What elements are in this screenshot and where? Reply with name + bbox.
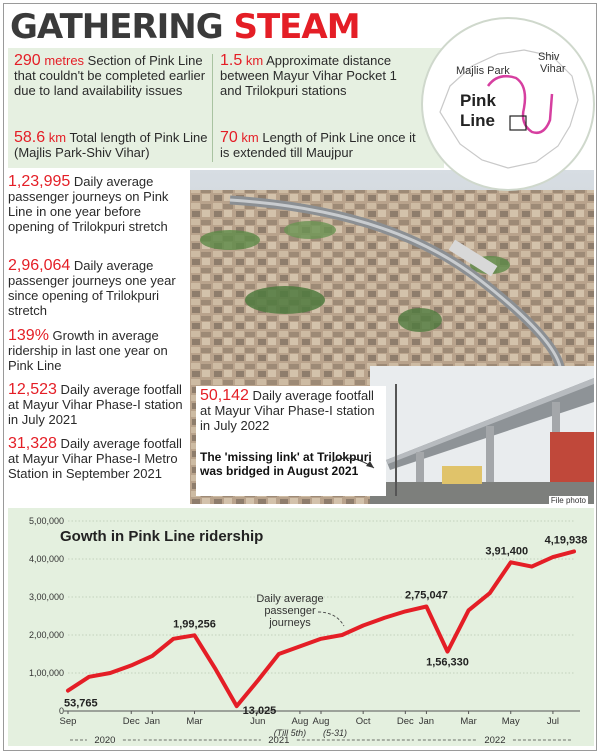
x-tick-label: Mar (460, 716, 476, 727)
fact-58-6km: 58.6 km Total length of Pink Line (Majli… (14, 129, 208, 161)
pink-line-map: Majlis Park Shiv Vihar Pink Line (420, 16, 596, 192)
year-label: 2022 (484, 735, 505, 746)
data-label: 2,75,047 (405, 589, 448, 601)
fact-1-5km: 1.5 km Approximate distance between Mayu… (220, 52, 397, 99)
headline-word-1: GATHERING (10, 7, 224, 47)
y-tick-label: 4,00,000 (29, 554, 64, 564)
x-tick-label: Mar (186, 716, 202, 727)
y-tick-label: 3,00,000 (29, 592, 64, 602)
annotation-pointer (317, 611, 345, 627)
data-label: 1,56,330 (426, 657, 469, 669)
photo-credit: File photo (548, 496, 588, 505)
ridership-line (66, 549, 576, 709)
x-tick-label: Jan (145, 716, 160, 727)
x-tick-label: Dec (397, 716, 414, 727)
x-tick-label: Jul (547, 716, 559, 727)
fact-31328: 31,328 Daily average footfall at Mayur V… (8, 435, 182, 482)
fact-123995: 1,23,995 Daily average passenger journey… (8, 173, 169, 235)
headline-word-2: STEAM (233, 7, 361, 47)
chart-annotation-line: journeys (268, 617, 311, 629)
fact-50142: 50,142 Daily average footfall at Mayur V… (200, 387, 375, 434)
x-tick-label: May (502, 716, 520, 727)
map-label-vihar: Vihar (540, 63, 566, 75)
inset-text-panel: 50,142 Daily average footfall at Mayur V… (196, 386, 386, 496)
y-tick-label: 1,00,000 (29, 668, 64, 678)
map-line-label-2: Line (460, 111, 495, 130)
map-label-majlis: Majlis Park (456, 65, 510, 77)
chart-annotation-line: passenger (264, 605, 316, 617)
data-label: 53,765 (64, 698, 98, 710)
missing-link-caption: The 'missing link' at Trilokpuri was bri… (200, 450, 372, 478)
trilokpuri-marker (509, 115, 527, 131)
y-tick-label: 0 (59, 706, 64, 716)
delhi-outline (439, 49, 579, 169)
map-label-shiv: Shiv (538, 51, 560, 63)
chart-area (8, 508, 594, 746)
pink-line-route (486, 75, 554, 134)
y-tick-label: 2,00,000 (29, 630, 64, 640)
year-label: 2020 (94, 735, 115, 746)
fact-70km: 70 km Length of Pink Line once it is ext… (220, 129, 416, 161)
x-tick-label: Jan (419, 716, 434, 727)
facts-band (8, 48, 444, 168)
x-tick-label: Sep (60, 716, 77, 727)
map-line-label-1: Pink (460, 91, 496, 110)
x-sublabel-5-31: (5-31) (323, 728, 347, 738)
fact-296064: 2,96,064 Daily average passenger journey… (8, 257, 176, 319)
chart-annotation-line: Daily average (256, 593, 323, 605)
fact-12523: 12,523 Daily average footfall at Mayur V… (8, 381, 183, 428)
headline: GATHERING STEAM (10, 7, 361, 47)
x-tick-label: Aug (291, 716, 308, 727)
chart-title: Gowth in Pink Line ridership (60, 528, 264, 545)
data-label: 1,99,256 (173, 618, 216, 630)
data-label: 3,91,400 (485, 545, 528, 557)
x-tick-label: Aug (313, 716, 330, 727)
data-label: 4,19,938 (545, 534, 588, 546)
data-label: 13,025 (243, 705, 277, 717)
fact-139pct: 139% Growth in average ridership in last… (8, 327, 168, 374)
year-label: 2021 (268, 735, 289, 746)
fact-290m: 290 metres Section of Pink Line that cou… (14, 52, 206, 99)
x-tick-label: Oct (356, 716, 371, 727)
facts-divider (212, 54, 213, 162)
x-sublabel-till5: (Till 5th) (274, 728, 306, 738)
map-roundel: Majlis Park Shiv Vihar Pink Line (421, 17, 595, 191)
left-facts-column (8, 168, 190, 504)
x-tick-label: Dec (123, 716, 140, 727)
x-tick-label: Jun (250, 716, 265, 727)
y-tick-label: 5,00,000 (29, 516, 64, 526)
